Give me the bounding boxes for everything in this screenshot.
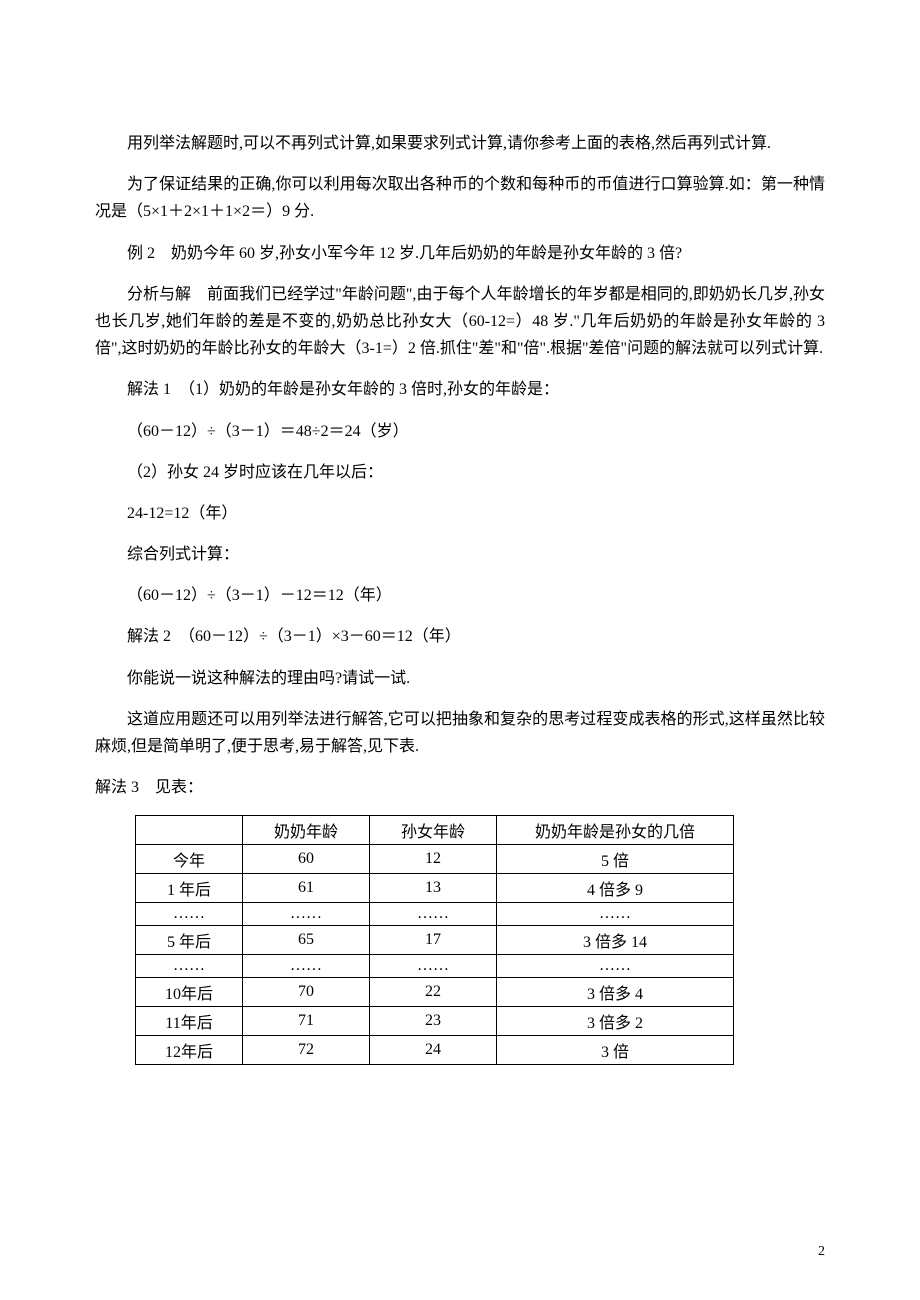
table-cell: 5 倍	[497, 845, 734, 874]
table-cell: 12	[370, 845, 497, 874]
table-cell: 10年后	[136, 978, 243, 1007]
table-cell: ……	[243, 955, 370, 978]
table-header-row: 奶奶年龄 孙女年龄 奶奶年龄是孙女的几倍	[136, 816, 734, 845]
table-cell: 60	[243, 845, 370, 874]
table-cell: 5 年后	[136, 926, 243, 955]
page-container: 用列举法解题时,可以不再列式计算,如果要求列式计算,请你参考上面的表格,然后再列…	[0, 0, 920, 1300]
paragraph: 你能说一说这种解法的理由吗?请试一试.	[95, 665, 825, 692]
equation: （60－12）÷（3－1）－12＝12（年）	[95, 582, 825, 609]
table-cell: 17	[370, 926, 497, 955]
table-row: 11年后 71 23 3 倍多 2	[136, 1007, 734, 1036]
table-cell: 3 倍	[497, 1036, 734, 1065]
table-cell: 3 倍多 4	[497, 978, 734, 1007]
table-cell: 22	[370, 978, 497, 1007]
equation: （60－12）÷（3－1）＝48÷2＝24（岁）	[95, 418, 825, 445]
table-cell: 1 年后	[136, 874, 243, 903]
solution3-label: 解法 3 见表：	[95, 774, 825, 801]
table-row: 今年 60 12 5 倍	[136, 845, 734, 874]
table-header-cell	[136, 816, 243, 845]
paragraph: 这道应用题还可以用列举法进行解答,它可以把抽象和复杂的思考过程变成表格的形式,这…	[95, 706, 825, 760]
page-number: 2	[818, 1244, 825, 1260]
table-cell: ……	[136, 903, 243, 926]
table-row: 12年后 72 24 3 倍	[136, 1036, 734, 1065]
table-header-cell: 奶奶年龄	[243, 816, 370, 845]
table-header-cell: 孙女年龄	[370, 816, 497, 845]
solution1-step2-label: （2）孙女 24 岁时应该在几年以后：	[95, 459, 825, 486]
table-cell: 70	[243, 978, 370, 1007]
table-cell: ……	[136, 955, 243, 978]
paragraph: 为了保证结果的正确,你可以利用每次取出各种币的个数和每种币的币值进行口算验算.如…	[95, 171, 825, 225]
table-cell: 61	[243, 874, 370, 903]
equation: 24-12=12（年）	[95, 500, 825, 527]
table-cell: 11年后	[136, 1007, 243, 1036]
table-cell: 12年后	[136, 1036, 243, 1065]
table-cell: 3 倍多 14	[497, 926, 734, 955]
age-table: 奶奶年龄 孙女年龄 奶奶年龄是孙女的几倍 今年 60 12 5 倍 1 年后 6…	[135, 815, 734, 1065]
table-row: …… …… …… ……	[136, 955, 734, 978]
table-row: …… …… …… ……	[136, 903, 734, 926]
table-row: 10年后 70 22 3 倍多 4	[136, 978, 734, 1007]
table-row: 5 年后 65 17 3 倍多 14	[136, 926, 734, 955]
table-cell: 72	[243, 1036, 370, 1065]
solution2-equation: 解法 2 （60－12）÷（3－1）×3－60＝12（年）	[95, 623, 825, 650]
table-cell: ……	[370, 955, 497, 978]
table-cell: 13	[370, 874, 497, 903]
table-cell: 3 倍多 2	[497, 1007, 734, 1036]
table-cell: ……	[243, 903, 370, 926]
table-cell: 23	[370, 1007, 497, 1036]
table-cell: 65	[243, 926, 370, 955]
analysis-paragraph: 分析与解 前面我们已经学过"年龄问题",由于每个人年龄增长的年岁都是相同的,即奶…	[95, 281, 825, 363]
solution1-step1-label: 解法 1 （1）奶奶的年龄是孙女年龄的 3 倍时,孙女的年龄是：	[95, 376, 825, 403]
table-cell: 71	[243, 1007, 370, 1036]
paragraph: 用列举法解题时,可以不再列式计算,如果要求列式计算,请你参考上面的表格,然后再列…	[95, 130, 825, 157]
table-cell: ……	[497, 903, 734, 926]
example-heading: 例 2 奶奶今年 60 岁,孙女小军今年 12 岁.几年后奶奶的年龄是孙女年龄的…	[95, 240, 825, 267]
table-cell: ……	[370, 903, 497, 926]
table-header-cell: 奶奶年龄是孙女的几倍	[497, 816, 734, 845]
table-cell: ……	[497, 955, 734, 978]
combined-label: 综合列式计算：	[95, 541, 825, 568]
table-row: 1 年后 61 13 4 倍多 9	[136, 874, 734, 903]
table-cell: 4 倍多 9	[497, 874, 734, 903]
table-cell: 24	[370, 1036, 497, 1065]
table-cell: 今年	[136, 845, 243, 874]
